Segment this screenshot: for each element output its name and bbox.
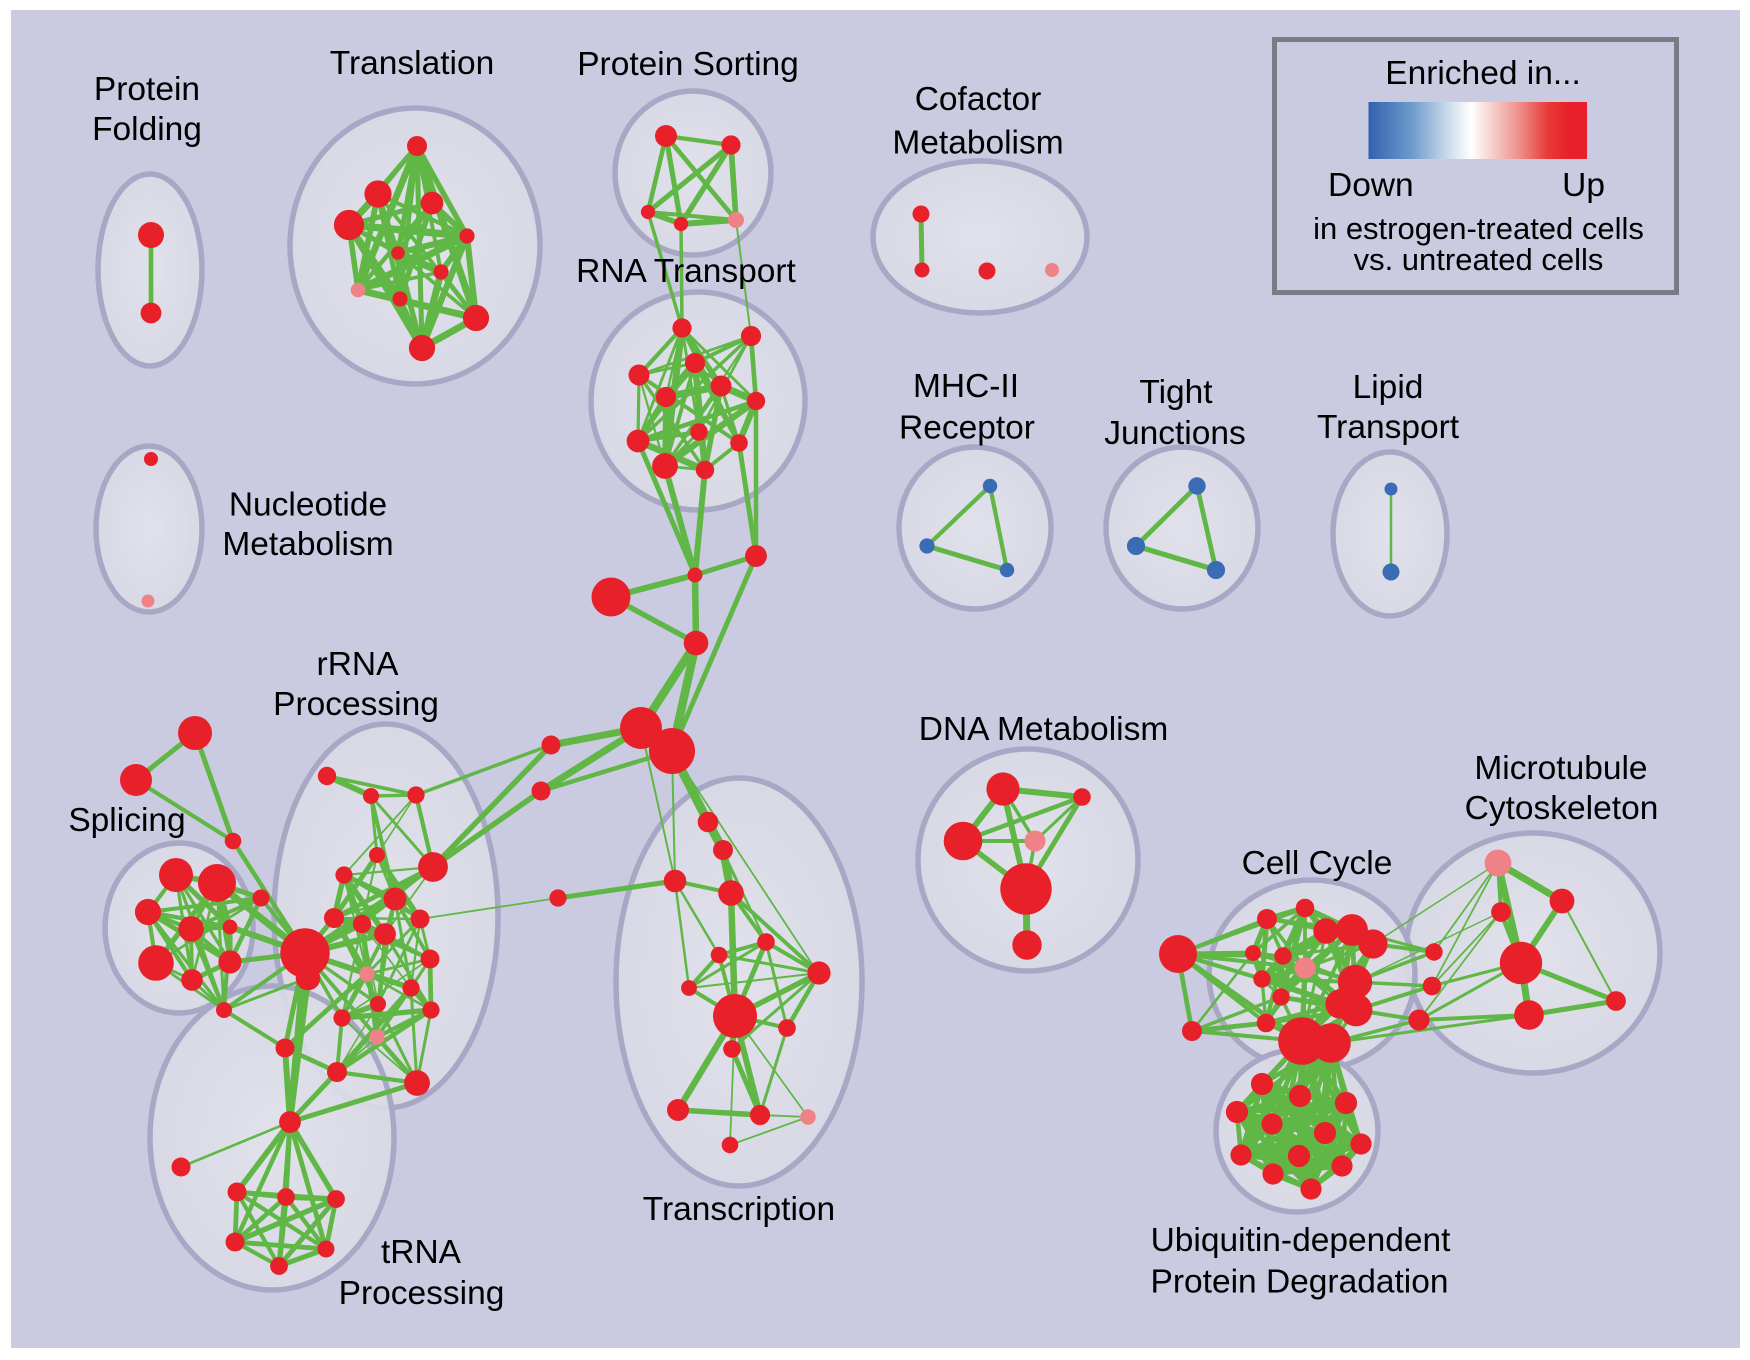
svg-text:MHC-II: MHC-II — [913, 368, 1019, 405]
svg-text:Processing: Processing — [273, 686, 439, 723]
svg-text:Protein Sorting: Protein Sorting — [577, 46, 799, 83]
svg-text:Folding: Folding — [92, 111, 202, 148]
svg-text:RNA Transport: RNA Transport — [576, 253, 796, 290]
svg-text:Metabolism: Metabolism — [892, 125, 1063, 162]
svg-text:Protein Degradation: Protein Degradation — [1151, 1264, 1449, 1301]
svg-text:Receptor: Receptor — [899, 410, 1035, 447]
svg-text:Enriched in...: Enriched in... — [1385, 55, 1581, 92]
svg-text:rRNA: rRNA — [317, 646, 400, 683]
svg-text:Microtubule: Microtubule — [1474, 750, 1647, 787]
svg-text:Cofactor: Cofactor — [915, 81, 1042, 118]
svg-text:Down: Down — [1328, 167, 1414, 204]
svg-text:Junctions: Junctions — [1104, 415, 1246, 452]
svg-text:Transport: Transport — [1317, 409, 1460, 446]
svg-text:Cytoskeleton: Cytoskeleton — [1465, 790, 1659, 827]
svg-text:in estrogen-treated cells: in estrogen-treated cells — [1313, 211, 1644, 246]
svg-text:Processing: Processing — [339, 1275, 505, 1312]
svg-text:tRNA: tRNA — [381, 1234, 462, 1271]
svg-text:vs. untreated cells: vs. untreated cells — [1354, 242, 1604, 277]
svg-text:Tight: Tight — [1139, 374, 1213, 411]
svg-text:Translation: Translation — [330, 45, 494, 82]
svg-text:DNA Metabolism: DNA Metabolism — [919, 711, 1168, 748]
svg-text:Lipid: Lipid — [1353, 369, 1424, 406]
svg-text:Cell Cycle: Cell Cycle — [1242, 845, 1393, 882]
svg-text:Protein: Protein — [94, 71, 200, 108]
svg-text:Ubiquitin-dependent: Ubiquitin-dependent — [1151, 1222, 1452, 1259]
svg-text:Transcription: Transcription — [643, 1191, 835, 1228]
svg-text:Up: Up — [1562, 167, 1605, 204]
svg-text:Nucleotide: Nucleotide — [229, 487, 387, 524]
svg-text:Splicing: Splicing — [68, 802, 185, 839]
svg-text:Metabolism: Metabolism — [222, 526, 393, 563]
